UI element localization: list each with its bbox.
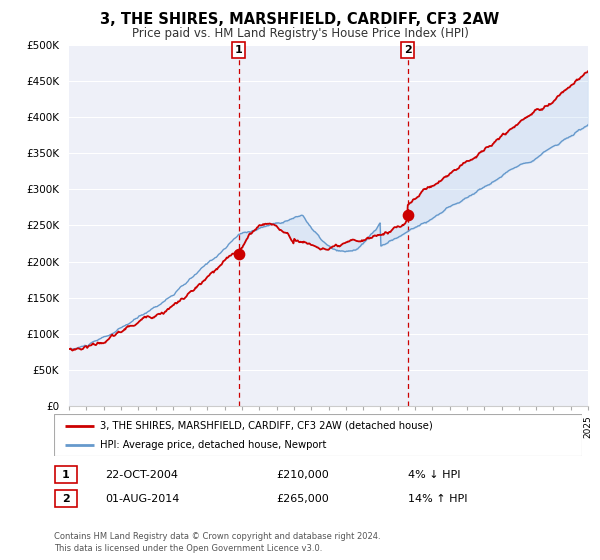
Text: HPI: Average price, detached house, Newport: HPI: Average price, detached house, Newp… [100,440,327,450]
Text: 3, THE SHIRES, MARSHFIELD, CARDIFF, CF3 2AW: 3, THE SHIRES, MARSHFIELD, CARDIFF, CF3 … [100,12,500,27]
Point [403,210,413,219]
Text: 1: 1 [62,469,70,479]
Text: £210,000: £210,000 [276,470,329,480]
Text: 3, THE SHIRES, MARSHFIELD, CARDIFF, CF3 2AW (detached house): 3, THE SHIRES, MARSHFIELD, CARDIFF, CF3 … [100,421,433,431]
Text: £265,000: £265,000 [276,494,329,504]
Text: Price paid vs. HM Land Registry's House Price Index (HPI): Price paid vs. HM Land Registry's House … [131,27,469,40]
Text: 2: 2 [404,45,412,55]
Text: 01-AUG-2014: 01-AUG-2014 [105,494,179,504]
Text: 1: 1 [235,45,242,55]
Text: 22-OCT-2004: 22-OCT-2004 [105,470,178,480]
Text: 4% ↓ HPI: 4% ↓ HPI [408,470,461,480]
Text: 2: 2 [62,493,70,503]
Point [234,250,244,259]
Text: 14% ↑ HPI: 14% ↑ HPI [408,494,467,504]
Text: Contains HM Land Registry data © Crown copyright and database right 2024.
This d: Contains HM Land Registry data © Crown c… [54,533,380,553]
